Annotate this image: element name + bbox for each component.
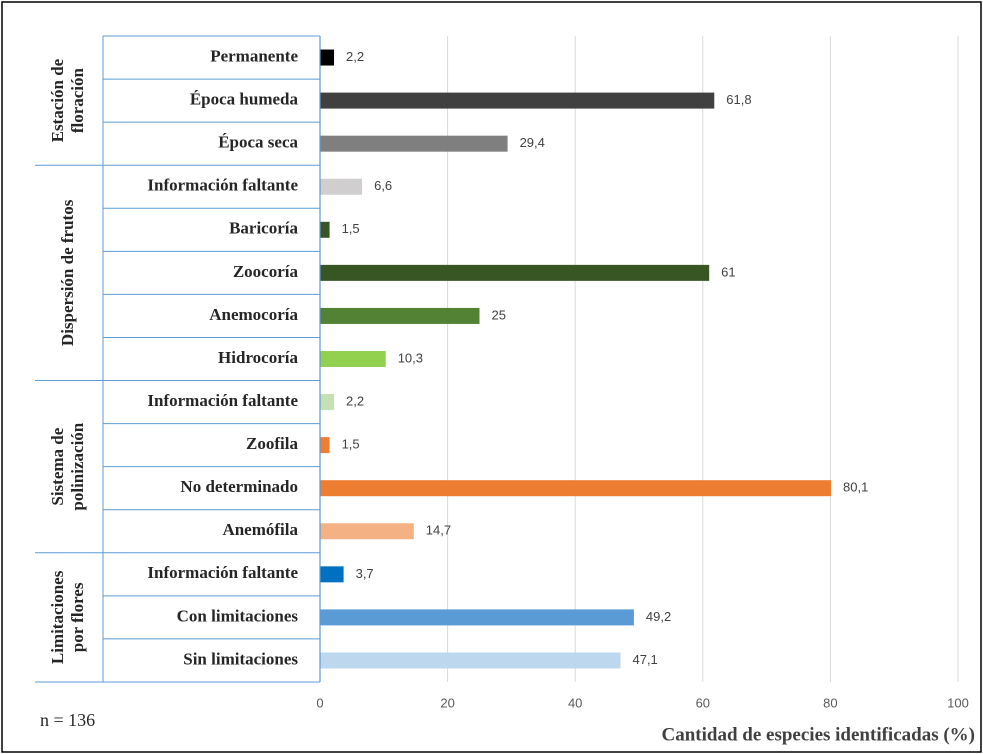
group-label-line: Sistema de — [48, 427, 67, 505]
group-label: Estación de floración — [48, 58, 87, 142]
category-label: Permanente — [210, 46, 298, 65]
category-label: Anemófila — [222, 520, 298, 539]
data-label: 47,1 — [632, 652, 657, 667]
bar — [320, 652, 621, 669]
group-label: Dispersión de frutos — [58, 199, 77, 346]
category-label: Sin limitaciones — [183, 649, 298, 668]
category-label: Información faltante — [147, 563, 298, 582]
category-label: No determinado — [180, 477, 298, 496]
bar — [320, 307, 480, 324]
data-label: 10,3 — [398, 350, 423, 365]
bar — [320, 523, 414, 540]
x-tick-label: 20 — [440, 695, 454, 710]
category-label: Zoofila — [246, 434, 298, 453]
data-label: 6,6 — [374, 178, 392, 193]
bar — [320, 566, 344, 583]
data-label: 1,5 — [342, 437, 360, 452]
group-label-line: Estación de — [48, 58, 67, 142]
x-axis-label: Cantidad de especies identificadas (%) — [662, 724, 976, 745]
bar — [320, 92, 715, 109]
group-label-line: Dispersión de frutos — [58, 199, 77, 346]
bar — [320, 437, 330, 454]
data-label: 3,7 — [356, 566, 374, 581]
data-label: 80,1 — [843, 480, 868, 495]
data-label: 29,4 — [520, 135, 545, 150]
category-label: Zoocoría — [233, 262, 299, 281]
category-label: Información faltante — [147, 391, 298, 410]
category-label: Información faltante — [147, 176, 298, 195]
bar — [320, 49, 335, 66]
category-label: Época seca — [218, 133, 298, 152]
data-label: 49,2 — [646, 609, 671, 624]
group-label-line: floración — [68, 67, 87, 133]
data-label: 14,7 — [426, 523, 451, 538]
group-label: Sistema de polinización — [48, 422, 87, 510]
category-label: Época humeda — [190, 90, 299, 109]
data-label: 2,2 — [346, 394, 364, 409]
bar — [320, 609, 634, 626]
annotation: n = 136 — [40, 710, 95, 730]
bar — [320, 178, 363, 195]
category-label: Con limitaciones — [177, 606, 299, 625]
data-label: 1,5 — [342, 221, 360, 236]
bar — [320, 264, 710, 281]
group-label-line: polinización — [68, 422, 87, 510]
x-tick-label: 80 — [823, 695, 837, 710]
bar — [320, 394, 335, 411]
x-tick-label: 60 — [696, 695, 710, 710]
category-label: Baricoría — [229, 219, 298, 238]
group-label-line: Limitaciones — [48, 570, 67, 664]
category-label: Anemocoría — [209, 305, 298, 324]
x-tick-label: 100 — [947, 695, 969, 710]
data-label: 61,8 — [726, 92, 751, 107]
x-tick-label: 40 — [568, 695, 582, 710]
bar — [320, 480, 832, 497]
data-label: 25 — [492, 307, 506, 322]
bar — [320, 351, 386, 367]
bar — [320, 135, 508, 152]
group-label-line: por flores — [68, 582, 87, 652]
group-label: Limitaciones por flores — [48, 570, 87, 664]
data-label: 2,2 — [346, 49, 364, 64]
bar — [320, 221, 330, 238]
category-label: Hidrocoría — [218, 348, 298, 367]
x-tick-label: 0 — [316, 695, 323, 710]
data-label: 61 — [721, 264, 735, 279]
